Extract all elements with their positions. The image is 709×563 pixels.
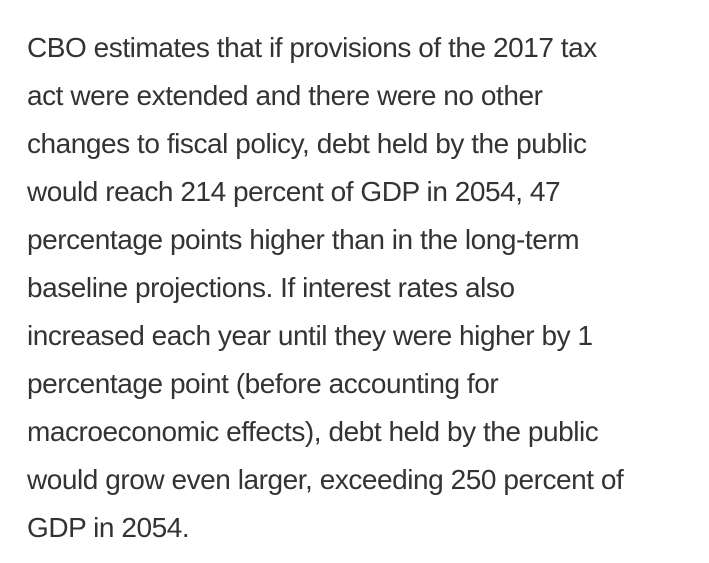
paragraph-line: macroeconomic effects), debt held by the… <box>27 416 599 447</box>
paragraph-line: increased each year until they were high… <box>27 320 593 351</box>
paragraph-line: CBO estimates that if provisions of the … <box>27 32 597 63</box>
paragraph-line: percentage points higher than in the lon… <box>27 224 580 255</box>
paragraph-line: percentage point (before accounting for <box>27 368 499 399</box>
paragraph-line: would reach 214 percent of GDP in 2054, … <box>27 176 561 207</box>
paragraph-line: baseline projections. If interest rates … <box>27 272 515 303</box>
paragraph-line: GDP in 2054. <box>27 512 190 543</box>
paragraph-line: changes to fiscal policy, debt held by t… <box>27 128 587 159</box>
body-paragraph: CBO estimates that if provisions of the … <box>27 24 697 552</box>
paragraph-line: act were extended and there were no othe… <box>27 80 543 111</box>
paragraph-line: would grow even larger, exceeding 250 pe… <box>27 464 624 495</box>
